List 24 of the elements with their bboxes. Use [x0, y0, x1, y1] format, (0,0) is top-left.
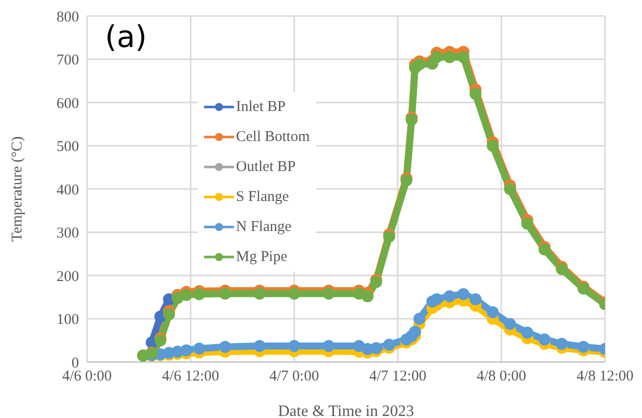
y-tick-label: 300 — [56, 226, 79, 242]
legend-label: N Flange — [236, 218, 292, 236]
y-tick-label: 500 — [56, 139, 79, 156]
x-tick-label: 4/6 0:00 — [62, 368, 112, 385]
y-tick-label: 600 — [56, 96, 79, 112]
x-tick-label: 4/8 0:00 — [476, 368, 526, 385]
legend-label: Mg Pipe — [236, 248, 288, 266]
y-tick-label: 700 — [56, 52, 79, 69]
legend-label: Outlet BP — [236, 158, 296, 176]
legend-label: Inlet BP — [236, 98, 286, 116]
y-axis-title: Temperature (°C) — [9, 136, 26, 242]
y-tick-label: 800 — [56, 9, 79, 26]
legend-label: Cell Bottom — [236, 128, 310, 146]
x-tick-label: 4/6 12:00 — [162, 368, 220, 385]
x-tick-label: 4/8 12:00 — [576, 368, 634, 385]
y-tick-label: 400 — [56, 182, 79, 198]
y-tick-label: 0 — [72, 355, 79, 372]
x-tick-label: 4/7 0:00 — [269, 368, 319, 385]
y-tick-label: 100 — [56, 312, 79, 328]
x-tick-label: 4/7 12:00 — [369, 368, 426, 385]
annotation: (a) — [105, 20, 147, 55]
legend-label: S Flange — [236, 188, 289, 206]
y-tick-label: 200 — [56, 268, 79, 285]
x-axis-title: Date & Time in 2023 — [278, 403, 414, 418]
